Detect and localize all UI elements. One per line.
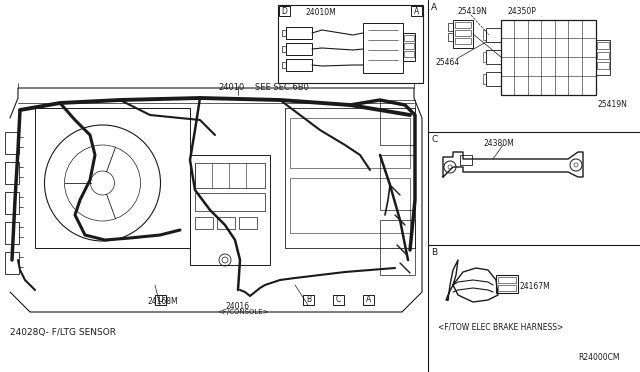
Bar xyxy=(597,42,609,49)
Bar xyxy=(460,155,472,165)
Bar xyxy=(501,20,596,95)
Bar xyxy=(455,38,471,44)
Text: <F/TOW ELEC BRAKE HARNESS>: <F/TOW ELEC BRAKE HARNESS> xyxy=(438,322,563,331)
Bar xyxy=(363,23,403,73)
Bar xyxy=(190,155,270,265)
Bar xyxy=(597,62,609,69)
Bar xyxy=(403,33,415,61)
Bar xyxy=(483,30,486,40)
Text: D: D xyxy=(157,295,163,305)
Bar xyxy=(239,217,257,229)
Bar xyxy=(303,295,314,305)
Bar xyxy=(5,222,19,244)
Text: B: B xyxy=(431,248,437,257)
Bar xyxy=(404,43,414,49)
Text: 24167M: 24167M xyxy=(520,282,551,291)
Text: <F/CONSOLE>: <F/CONSOLE> xyxy=(217,309,269,315)
Bar xyxy=(286,27,312,39)
Bar xyxy=(498,277,516,283)
Bar xyxy=(448,23,453,31)
Bar xyxy=(35,108,190,248)
Bar xyxy=(195,217,213,229)
Text: 24028Q- F/LTG SENSOR: 24028Q- F/LTG SENSOR xyxy=(10,328,116,337)
Text: B: B xyxy=(306,295,311,305)
Bar xyxy=(596,40,610,75)
Bar xyxy=(333,295,344,305)
Bar xyxy=(217,217,235,229)
Text: C: C xyxy=(431,135,437,144)
Bar xyxy=(448,33,453,41)
Bar xyxy=(363,295,374,305)
Bar xyxy=(286,59,312,71)
Text: 24010: 24010 xyxy=(218,83,244,92)
Bar xyxy=(279,6,290,16)
Text: 24016: 24016 xyxy=(225,302,249,311)
Text: C: C xyxy=(336,295,341,305)
Bar xyxy=(380,155,415,210)
Text: 25419N: 25419N xyxy=(458,7,488,16)
Text: SEE SEC.6B0: SEE SEC.6B0 xyxy=(255,83,309,92)
Bar xyxy=(5,192,19,214)
Bar xyxy=(290,118,410,168)
Bar xyxy=(286,43,312,55)
Bar xyxy=(453,20,473,48)
Text: D: D xyxy=(282,6,287,16)
Text: A: A xyxy=(414,6,419,16)
Bar xyxy=(486,50,501,64)
Bar xyxy=(483,74,486,84)
Bar xyxy=(282,46,286,52)
Text: 24168M: 24168M xyxy=(148,297,179,306)
Text: 24010M: 24010M xyxy=(306,8,337,17)
Text: 24380M: 24380M xyxy=(483,139,514,148)
Bar xyxy=(597,52,609,59)
Bar xyxy=(290,178,410,233)
Text: 25419N: 25419N xyxy=(598,100,628,109)
Text: A: A xyxy=(366,295,371,305)
Bar xyxy=(483,52,486,62)
Bar xyxy=(195,193,265,211)
Text: A: A xyxy=(431,3,437,12)
Bar xyxy=(380,100,415,145)
Bar xyxy=(411,6,422,16)
Bar xyxy=(282,30,286,36)
Bar xyxy=(282,62,286,68)
Bar xyxy=(496,275,518,293)
Bar xyxy=(455,30,471,36)
Bar xyxy=(5,162,19,184)
Bar xyxy=(155,295,166,305)
Bar xyxy=(5,132,19,154)
Bar xyxy=(455,22,471,28)
Bar xyxy=(380,220,415,275)
Bar xyxy=(285,108,415,248)
Bar xyxy=(486,28,501,42)
Bar xyxy=(404,35,414,41)
Text: R24000CM: R24000CM xyxy=(579,353,620,362)
Bar xyxy=(498,285,516,291)
Bar xyxy=(5,252,19,274)
Bar xyxy=(278,5,423,83)
Bar xyxy=(486,72,501,86)
Bar xyxy=(195,163,265,188)
Text: 24350P: 24350P xyxy=(508,7,537,16)
Bar xyxy=(404,51,414,57)
Text: 25464: 25464 xyxy=(436,58,460,67)
